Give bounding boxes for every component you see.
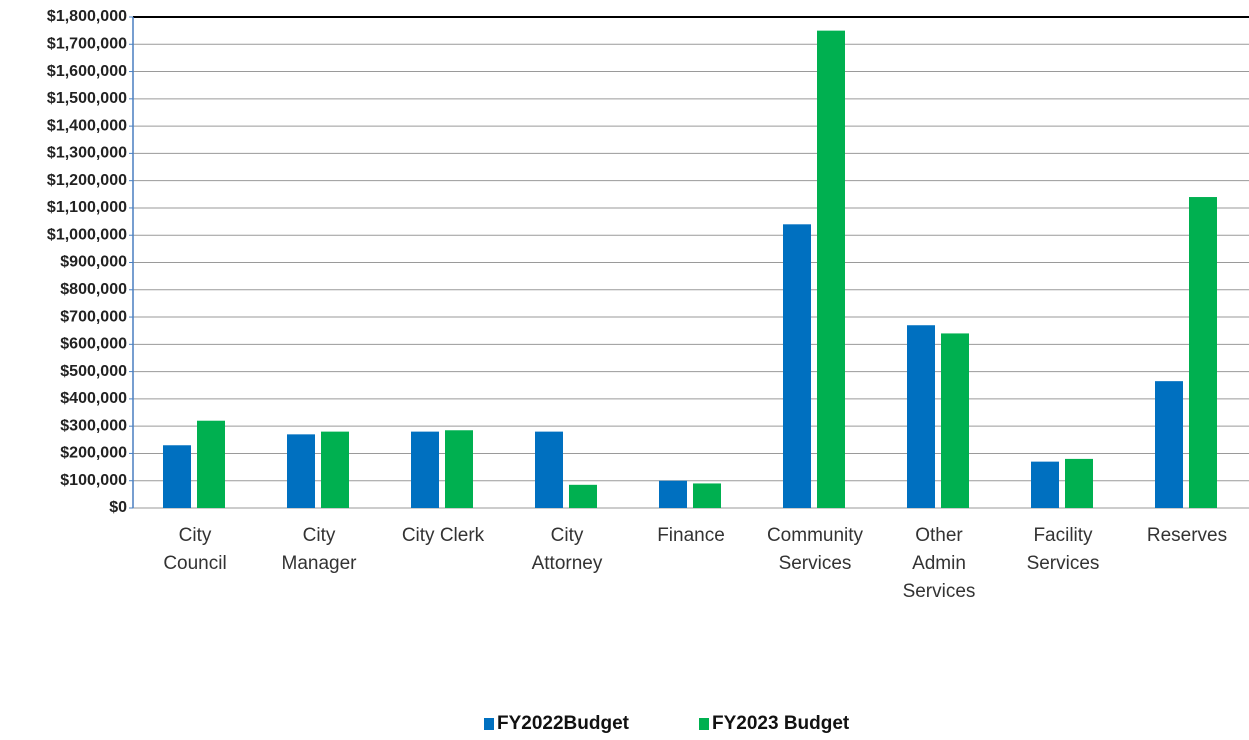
y-tick-label: $800,000 (60, 281, 127, 298)
bar (783, 224, 811, 509)
bar (659, 480, 687, 508)
x-tick-label: City Clerk (401, 525, 485, 546)
x-tick-label: City Council (163, 525, 227, 574)
y-tick-label: $1,700,000 (47, 35, 127, 52)
x-tick-label: City Attorney (531, 525, 603, 574)
bar (817, 30, 845, 509)
y-tick-label: $400,000 (60, 390, 127, 407)
y-tick-label: $1,000,000 (47, 226, 127, 243)
bar (1155, 381, 1183, 508)
bar (411, 431, 439, 508)
legend-label: FY2023 Budget (712, 713, 850, 734)
bar (1065, 458, 1093, 508)
bar (445, 430, 473, 508)
legend-swatch (699, 718, 709, 730)
y-tick-label: $900,000 (60, 254, 127, 271)
x-tick-label: Finance (657, 525, 725, 546)
y-tick-label: $1,200,000 (47, 172, 127, 189)
bar (287, 434, 315, 508)
bar (693, 483, 721, 508)
x-tick-label: Reserves (1146, 525, 1228, 546)
y-tick-label: $300,000 (60, 417, 127, 434)
y-tick-label: $700,000 (60, 308, 127, 325)
y-tick-label: $100,000 (60, 472, 127, 489)
y-tick-label: $500,000 (60, 363, 127, 380)
x-tick-label: Other Admin Services (902, 525, 976, 602)
bar (1189, 197, 1217, 509)
bar (321, 431, 349, 508)
y-tick-label: $600,000 (60, 336, 127, 353)
y-tick-label: $1,100,000 (47, 199, 127, 216)
x-tick-label: Facility Services (1026, 525, 1100, 574)
bar (197, 420, 225, 508)
bar (941, 333, 969, 508)
legend-label: FY2022Budget (497, 713, 630, 734)
x-tick-label: Community Services (766, 525, 864, 574)
bar (907, 325, 935, 508)
y-tick-label: $200,000 (60, 445, 127, 462)
bar (535, 431, 563, 508)
y-tick-label: $1,300,000 (47, 145, 127, 162)
y-tick-label: $1,400,000 (47, 117, 127, 134)
bar (569, 484, 597, 508)
bar (163, 445, 191, 508)
y-tick-label: $1,800,000 (47, 8, 127, 25)
bar (1031, 461, 1059, 508)
legend-swatch (484, 718, 494, 730)
y-tick-label: $1,500,000 (47, 90, 127, 107)
x-tick-label: City Manager (281, 525, 357, 574)
y-tick-label: $1,600,000 (47, 63, 127, 80)
y-tick-label: $0 (109, 499, 127, 516)
